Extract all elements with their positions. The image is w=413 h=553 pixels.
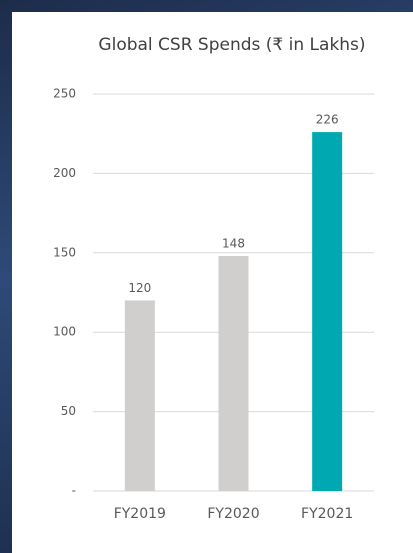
x-tick-label: FY2019 xyxy=(114,506,166,522)
data-label: 148 xyxy=(222,236,245,250)
y-tick-label: 150 xyxy=(53,245,76,259)
data-label: 226 xyxy=(316,113,339,127)
x-tick-label: FY2020 xyxy=(207,506,259,522)
card xyxy=(12,12,413,553)
bar xyxy=(312,132,343,491)
y-tick-label: - xyxy=(72,484,76,498)
chart-title: Global CSR Spends (₹ in Lakhs) xyxy=(98,35,365,55)
bar xyxy=(218,255,249,491)
y-tick-label: 100 xyxy=(53,325,76,339)
bar xyxy=(124,300,155,491)
y-tick-label: 200 xyxy=(53,166,76,180)
y-tick-label: 50 xyxy=(61,404,76,418)
y-tick-label: 250 xyxy=(53,87,76,101)
data-label: 120 xyxy=(128,281,151,295)
x-tick-label: FY2021 xyxy=(301,506,353,522)
